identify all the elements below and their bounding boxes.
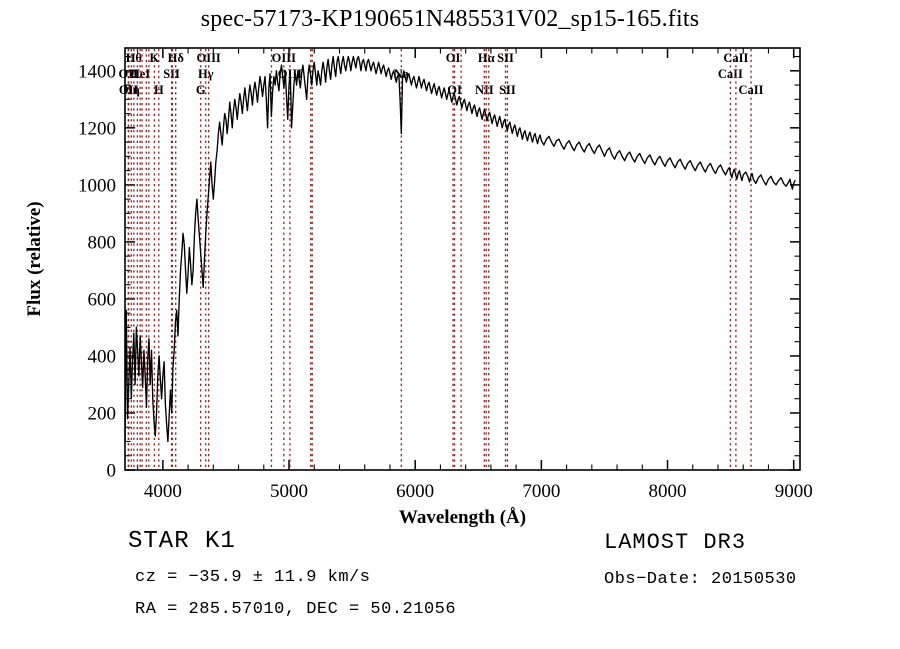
x-tick-label: 7000 <box>522 481 560 502</box>
spectral-line-label: Hγ <box>198 67 214 81</box>
spectral-line-label: Hη <box>123 83 140 97</box>
spectral-line-label: OI <box>447 83 462 97</box>
spectrum-trace <box>124 55 796 443</box>
spectral-line-label: CaII <box>718 67 743 81</box>
metadata-footer: STAR K1 cz = −35.9 ± 11.9 km/s RA = 285.… <box>0 528 900 638</box>
x-tick-label: 4000 <box>144 481 182 502</box>
plot-frame <box>124 47 801 471</box>
spectral-line-label: K <box>150 51 160 65</box>
spectral-line-label: OIII <box>196 51 220 65</box>
spectral-line-label: OIII <box>272 51 296 65</box>
y-tick-label: 1400 <box>78 61 116 82</box>
spectral-line-label: SII <box>497 51 514 65</box>
page-title: spec-57173-KP190651N485531V02_sp15-165.f… <box>200 6 700 32</box>
redshift-velocity-label: cz = −35.9 ± 11.9 km/s <box>135 568 371 587</box>
y-axis-title: Flux (relative) <box>24 201 45 316</box>
coordinates-label: RA = 285.57010, DEC = 50.21056 <box>135 600 457 619</box>
spectral-line-label: CaII <box>723 51 748 65</box>
x-axis-title: Wavelength (Å) <box>399 507 526 528</box>
y-tick-label: 200 <box>88 403 117 424</box>
obs-date-label: Obs−Date: 20150530 <box>604 570 797 589</box>
spectral-line-label: NII <box>475 83 494 97</box>
y-tick-label: 1200 <box>78 118 116 139</box>
spectral-line-label: Hθ <box>126 51 142 65</box>
y-tick-label: 1000 <box>78 175 116 196</box>
y-tick-label: 600 <box>88 289 117 310</box>
x-tick-label: 5000 <box>270 481 308 502</box>
y-tick-label: 0 <box>107 461 117 482</box>
spectral-line-label: H <box>154 83 164 97</box>
survey-label: LAMOST DR3 <box>604 530 747 555</box>
spectral-line-label: SII <box>163 67 180 81</box>
spectral-line-label: CaII <box>739 83 764 97</box>
x-tick-label: 9000 <box>775 481 813 502</box>
spectral-line-label: SII <box>499 83 516 97</box>
x-tick-label: 8000 <box>649 481 687 502</box>
spectral-line-label: OI <box>446 51 461 65</box>
spectral-line-label: HeI <box>130 67 150 81</box>
x-tick-label: 6000 <box>396 481 434 502</box>
y-tick-label: 400 <box>88 346 117 367</box>
spectral-line-label: G <box>196 83 206 97</box>
spectral-line-label: Hα <box>478 51 495 65</box>
object-type-label: STAR K1 <box>128 528 236 555</box>
spectral-line-label: Hδ <box>168 51 185 65</box>
y-tick-label: 800 <box>88 232 117 253</box>
